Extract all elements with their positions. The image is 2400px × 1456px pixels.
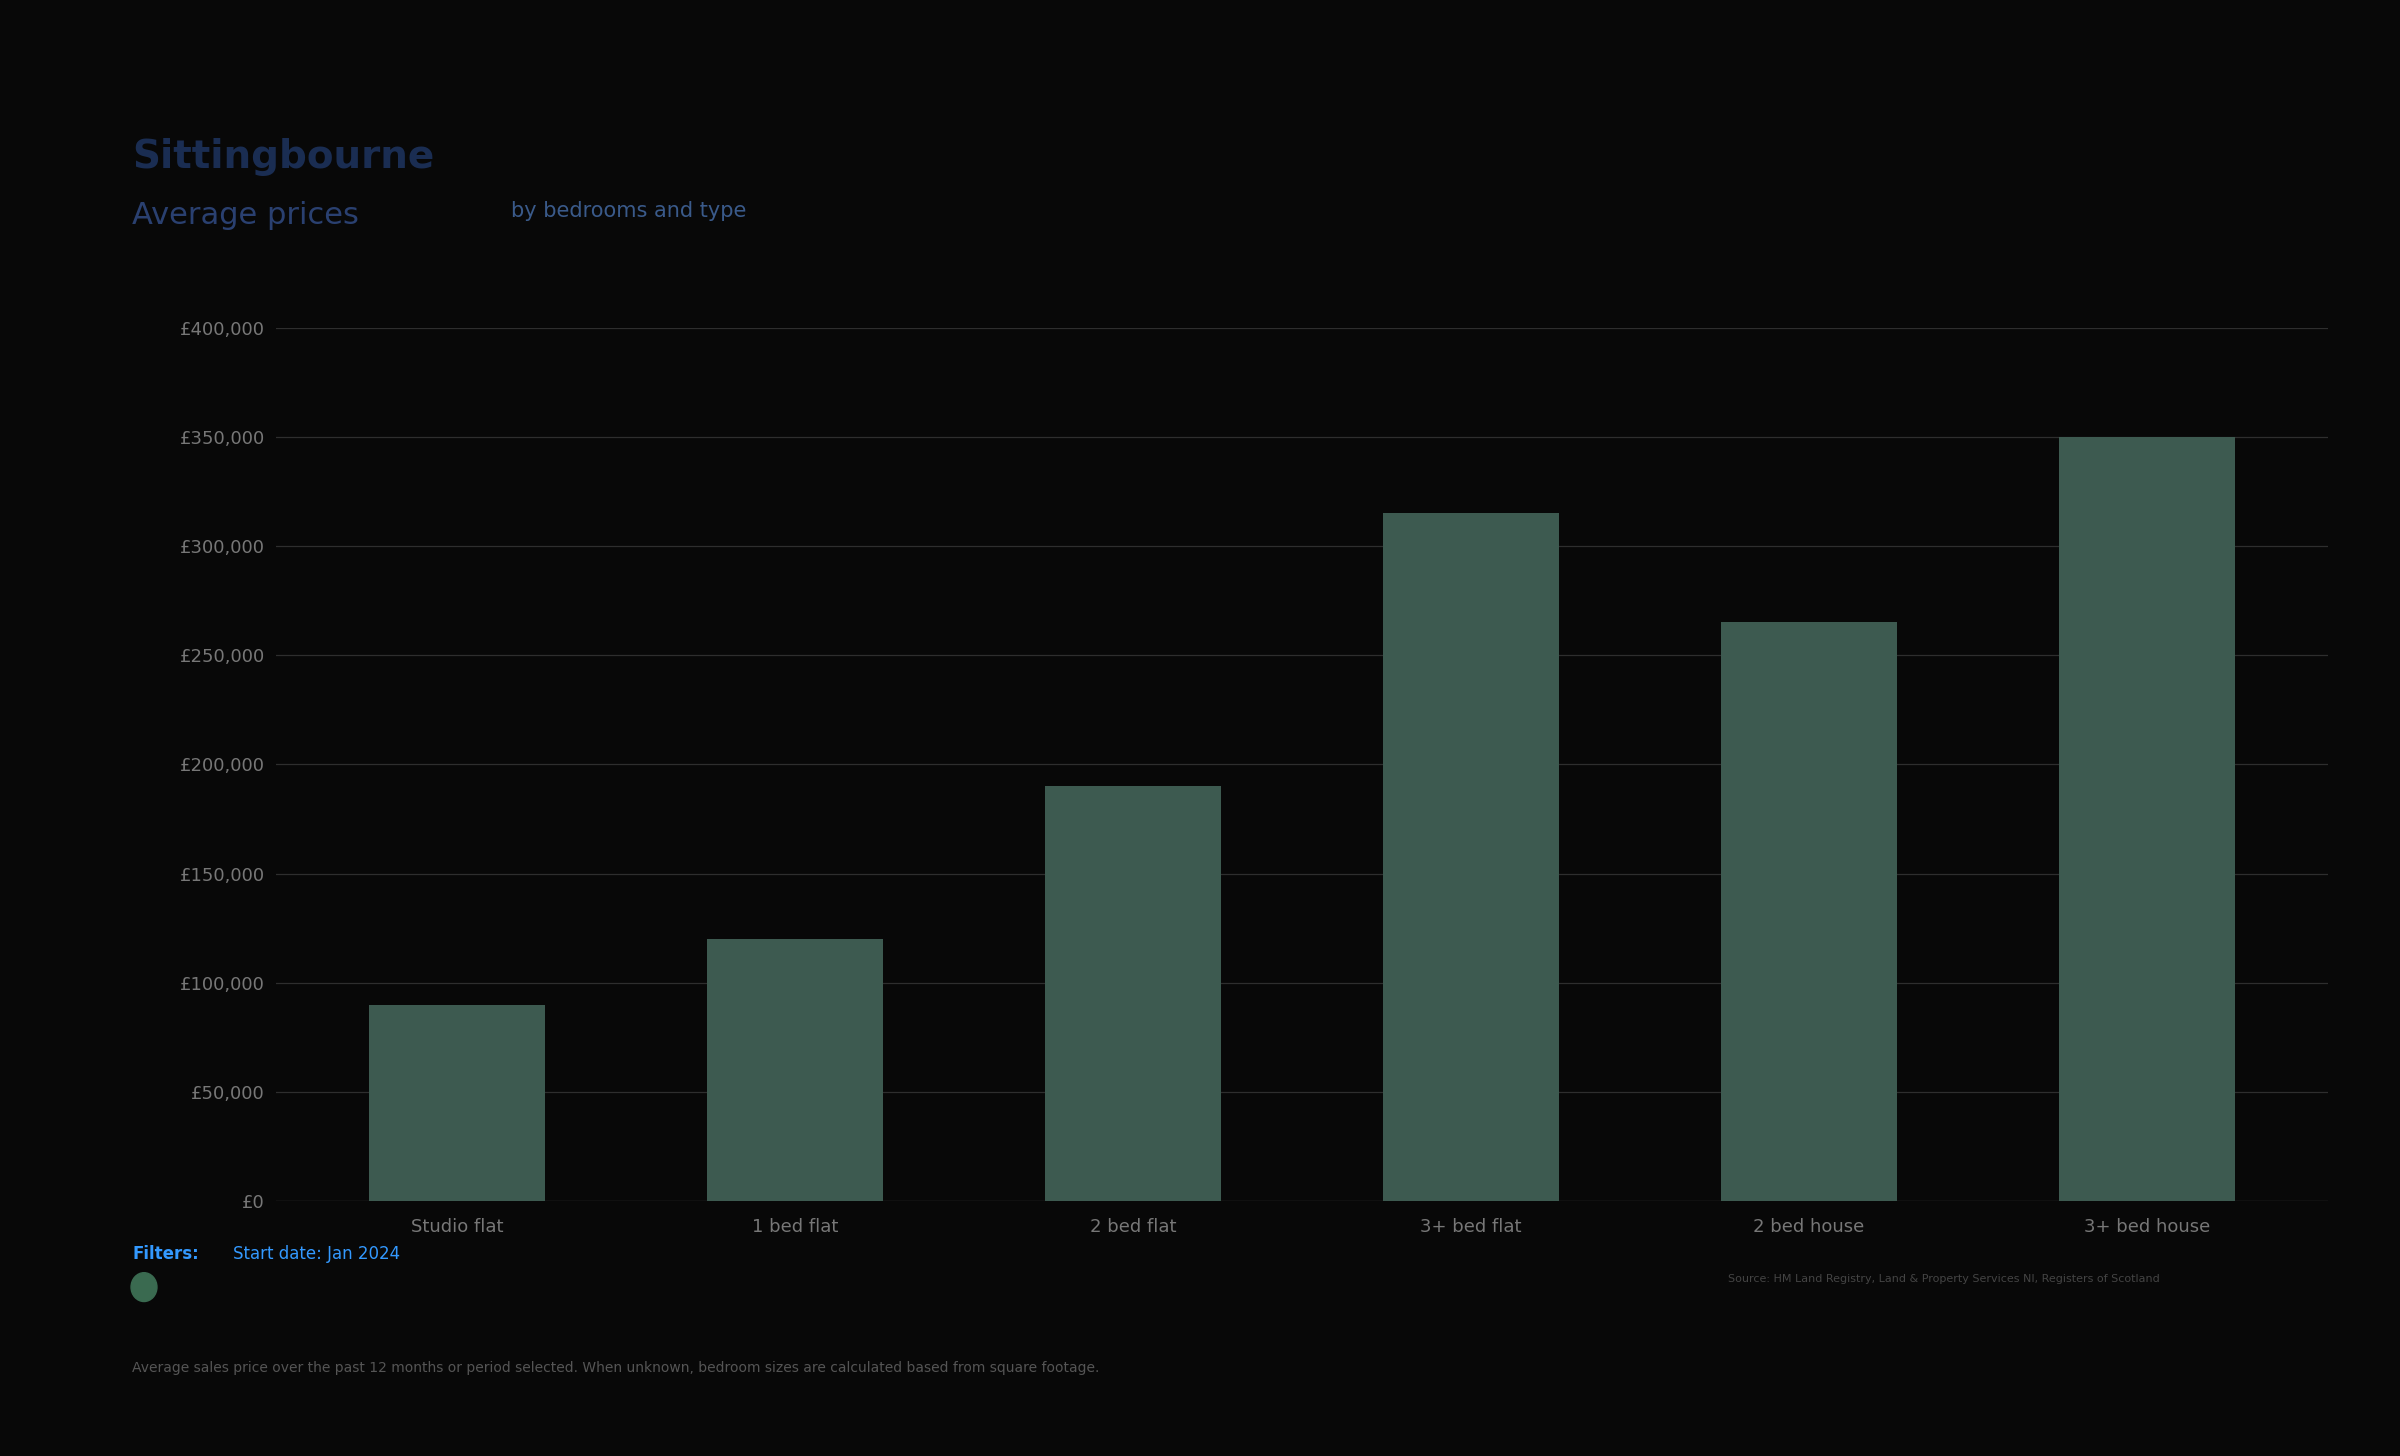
Bar (370, 1005, 545, 1201)
Text: Average sales price over the past 12 months or period selected. When unknown, be: Average sales price over the past 12 mon… (132, 1361, 1099, 1376)
Text: by bedrooms and type: by bedrooms and type (511, 201, 746, 221)
Bar (708, 939, 883, 1201)
Bar (1721, 623, 1896, 1201)
Text: Start date: Jan 2024: Start date: Jan 2024 (233, 1245, 401, 1262)
Bar (1044, 786, 1222, 1201)
Bar (2059, 437, 2234, 1201)
Text: Filters:: Filters: (132, 1245, 199, 1262)
Bar (1382, 514, 1560, 1201)
Text: Sittingbourne: Sittingbourne (132, 138, 434, 176)
Circle shape (132, 1273, 156, 1302)
Text: Source: HM Land Registry, Land & Property Services NI, Registers of Scotland: Source: HM Land Registry, Land & Propert… (1728, 1274, 2160, 1284)
Text: Average prices: Average prices (132, 201, 360, 230)
